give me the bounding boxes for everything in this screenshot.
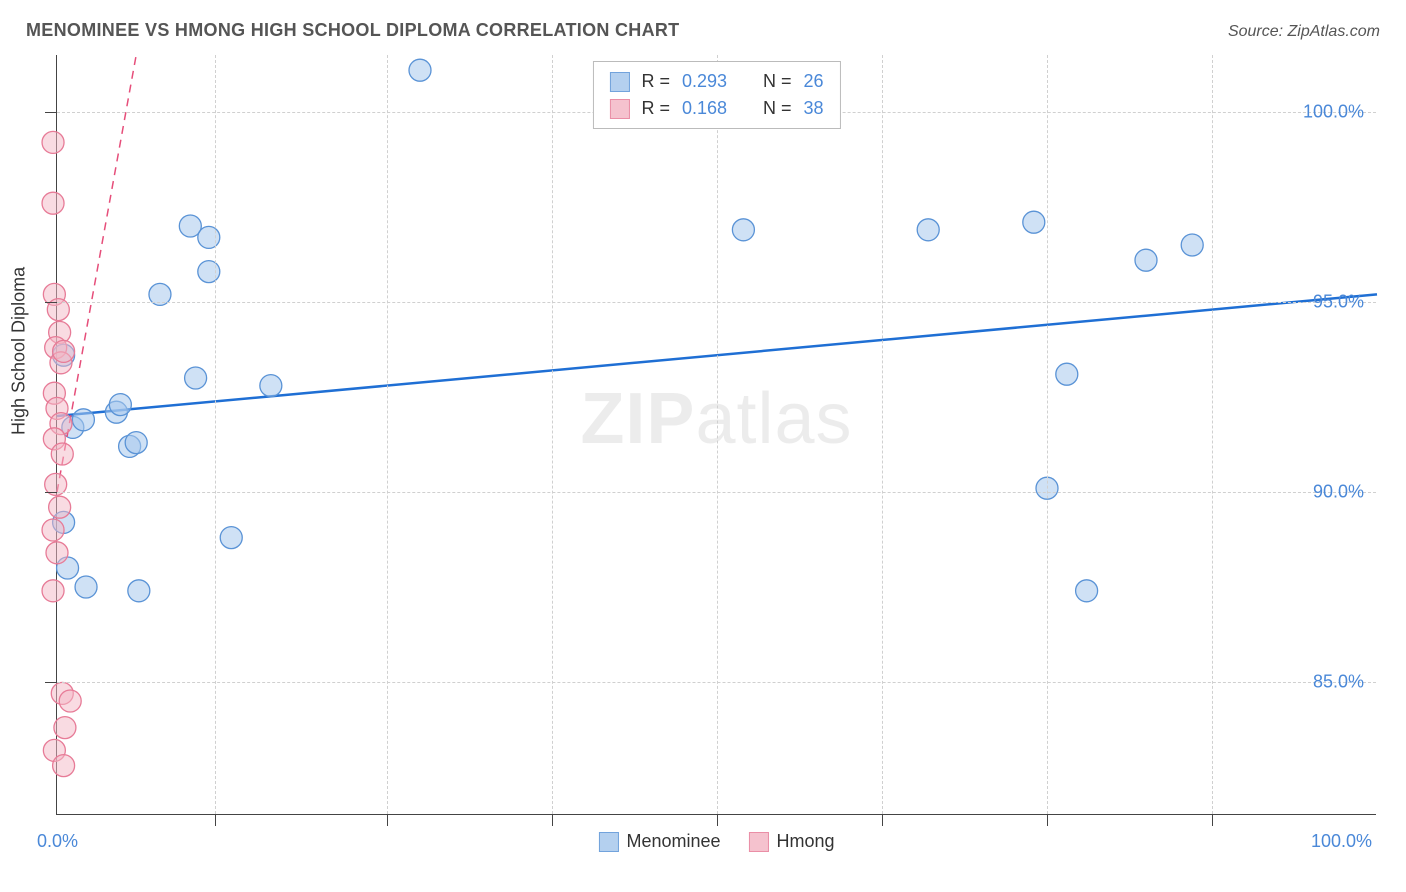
- data-point: [1181, 234, 1203, 256]
- data-point: [732, 219, 754, 241]
- x-label-max: 100.0%: [1311, 831, 1372, 852]
- legend-swatch: [749, 832, 769, 852]
- legend-swatch: [598, 832, 618, 852]
- data-point: [198, 226, 220, 248]
- gridline-v: [717, 55, 718, 814]
- gridline-v: [882, 55, 883, 814]
- data-point: [185, 367, 207, 389]
- x-tick: [215, 814, 216, 826]
- gridline-v: [1212, 55, 1213, 814]
- legend-swatch: [609, 72, 629, 92]
- x-tick: [882, 814, 883, 826]
- chart-title: MENOMINEE VS HMONG HIGH SCHOOL DIPLOMA C…: [26, 20, 679, 41]
- data-point: [1056, 363, 1078, 385]
- gridline-v: [552, 55, 553, 814]
- data-point: [109, 394, 131, 416]
- data-point: [220, 527, 242, 549]
- data-point: [53, 340, 75, 362]
- legend-swatch: [609, 99, 629, 119]
- data-point: [42, 131, 64, 153]
- data-point: [1023, 211, 1045, 233]
- gridline-v: [387, 55, 388, 814]
- stat-label-r: R =: [641, 95, 670, 122]
- data-point: [128, 580, 150, 602]
- y-tick-label: 90.0%: [1313, 482, 1364, 503]
- stats-row: R = 0.168 N = 38: [609, 95, 823, 122]
- data-point: [72, 409, 94, 431]
- data-point: [198, 261, 220, 283]
- x-tick: [717, 814, 718, 826]
- stat-label-r: R =: [641, 68, 670, 95]
- data-point: [42, 192, 64, 214]
- stats-legend: R = 0.293 N = 26 R = 0.168 N = 38: [592, 61, 840, 129]
- data-point: [1076, 580, 1098, 602]
- data-point: [46, 542, 68, 564]
- data-point: [260, 375, 282, 397]
- data-point: [75, 576, 97, 598]
- data-point: [125, 432, 147, 454]
- data-point: [409, 59, 431, 81]
- data-point: [54, 717, 76, 739]
- bottom-legend: Menominee Hmong: [598, 831, 834, 852]
- source-label: Source: ZipAtlas.com: [1228, 23, 1380, 41]
- stat-value-r: 0.293: [682, 68, 727, 95]
- y-tick: [45, 682, 57, 683]
- stat-value-r: 0.168: [682, 95, 727, 122]
- y-tick-label: 85.0%: [1313, 672, 1364, 693]
- stats-row: R = 0.293 N = 26: [609, 68, 823, 95]
- data-point: [1135, 249, 1157, 271]
- data-point: [42, 519, 64, 541]
- y-tick: [45, 112, 57, 113]
- data-point: [917, 219, 939, 241]
- data-point: [42, 580, 64, 602]
- legend-label: Hmong: [777, 831, 835, 852]
- x-tick: [552, 814, 553, 826]
- plot-area: High School Diploma ZIPatlas 85.0%90.0%9…: [56, 55, 1376, 815]
- x-tick: [1047, 814, 1048, 826]
- legend-item: Menominee: [598, 831, 720, 852]
- data-point: [49, 496, 71, 518]
- gridline-v: [1047, 55, 1048, 814]
- legend-item: Hmong: [749, 831, 835, 852]
- x-tick: [387, 814, 388, 826]
- data-point: [59, 690, 81, 712]
- stat-value-n: 38: [804, 95, 824, 122]
- y-tick-label: 95.0%: [1313, 292, 1364, 313]
- y-tick: [45, 492, 57, 493]
- y-tick-label: 100.0%: [1303, 102, 1364, 123]
- stat-label-n: N =: [763, 95, 792, 122]
- legend-label: Menominee: [626, 831, 720, 852]
- stat-label-n: N =: [763, 68, 792, 95]
- x-tick: [1212, 814, 1213, 826]
- stat-value-n: 26: [804, 68, 824, 95]
- x-label-min: 0.0%: [37, 831, 78, 852]
- y-axis-label: High School Diploma: [9, 266, 30, 434]
- gridline-v: [215, 55, 216, 814]
- data-point: [51, 443, 73, 465]
- y-tick: [45, 302, 57, 303]
- data-point: [53, 755, 75, 777]
